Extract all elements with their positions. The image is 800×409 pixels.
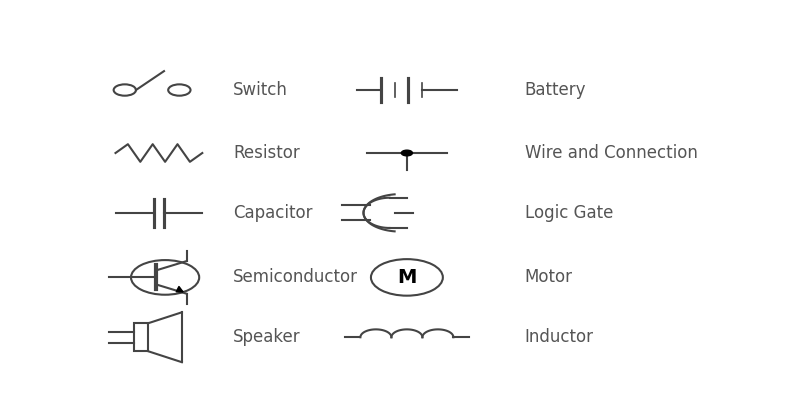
Text: Battery: Battery [525, 81, 586, 99]
Text: Motor: Motor [525, 268, 573, 286]
Text: Switch: Switch [234, 81, 288, 99]
Text: Speaker: Speaker [234, 328, 301, 346]
Text: Inductor: Inductor [525, 328, 594, 346]
Text: Capacitor: Capacitor [234, 204, 313, 222]
Text: Semiconductor: Semiconductor [234, 268, 358, 286]
Circle shape [402, 150, 413, 156]
Text: Wire and Connection: Wire and Connection [525, 144, 698, 162]
Text: M: M [398, 268, 417, 287]
Bar [134, 324, 148, 351]
Text: Logic Gate: Logic Gate [525, 204, 613, 222]
Text: Resistor: Resistor [234, 144, 300, 162]
